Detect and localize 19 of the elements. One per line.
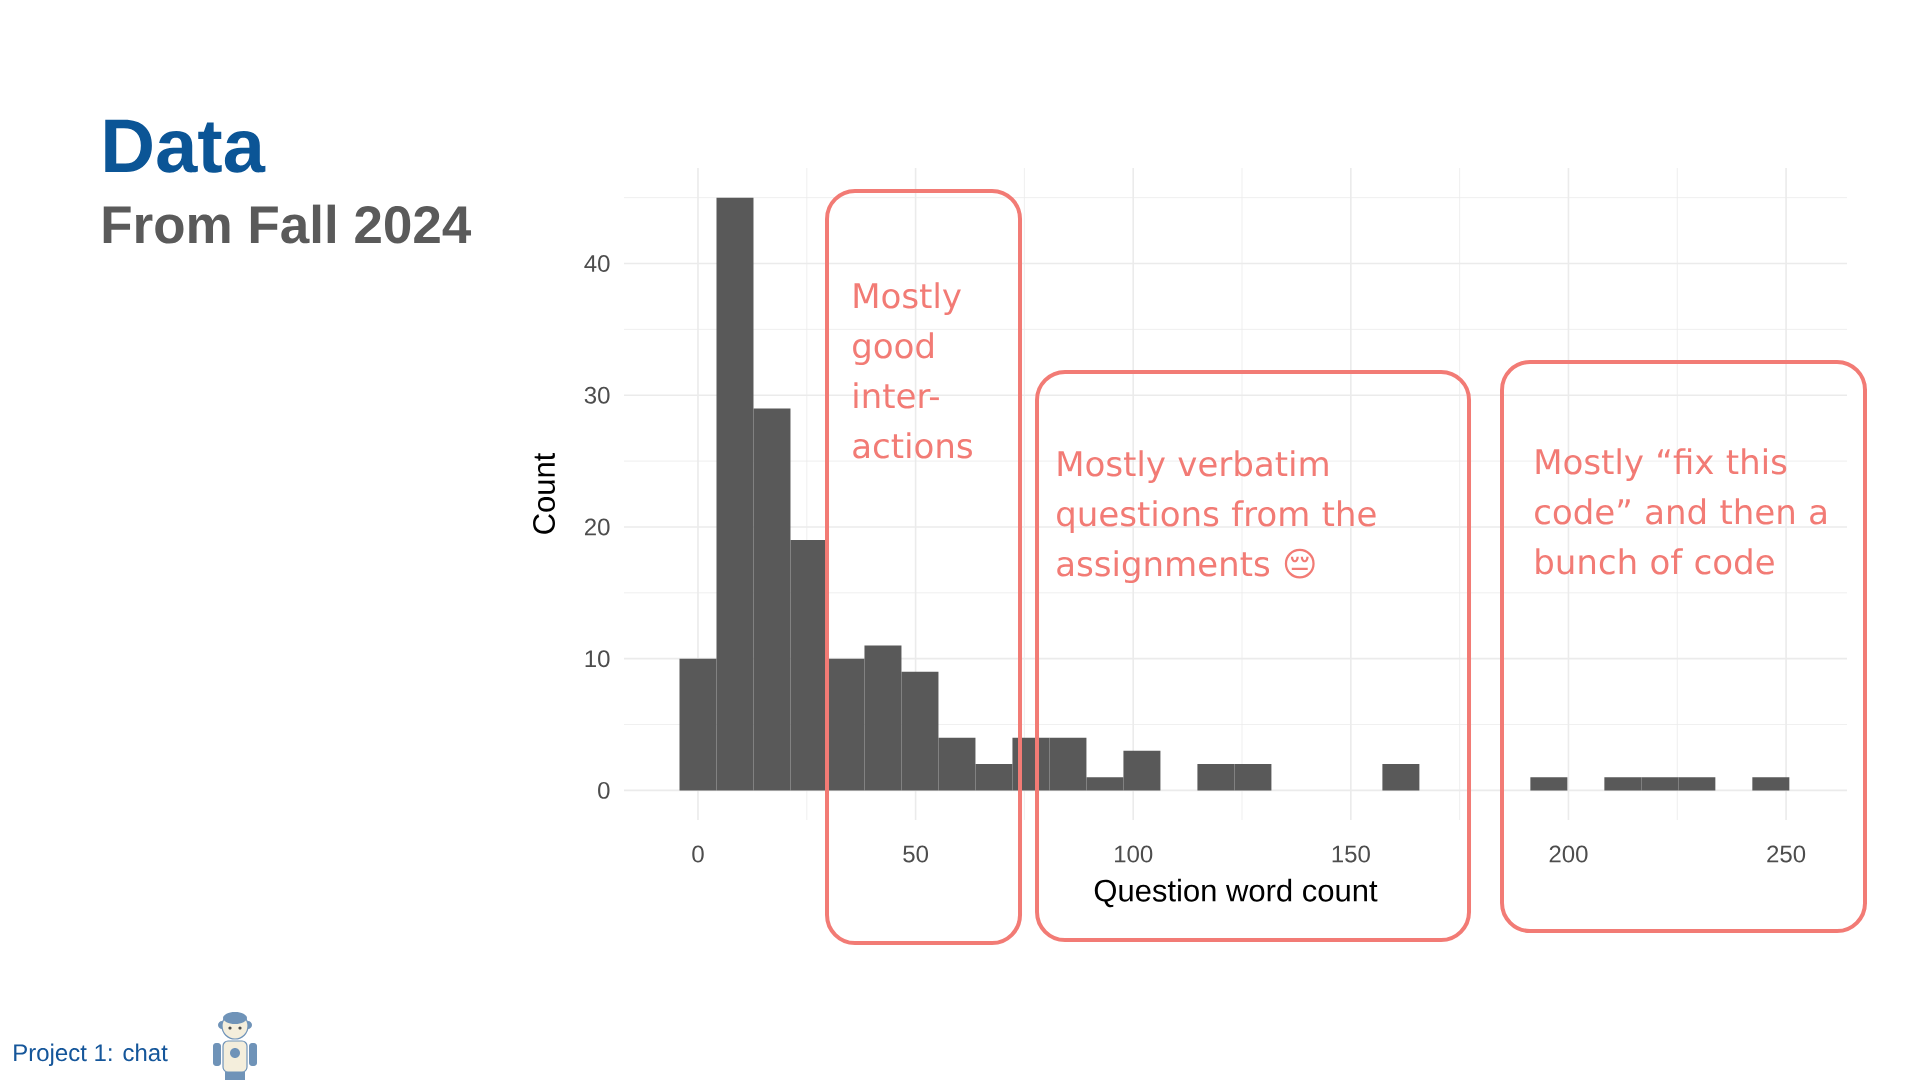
annotation: Mostly good inter-actions (853, 282, 972, 459)
y-tick-label: 40 (584, 255, 610, 272)
x-tick-label: 150 (1332, 845, 1370, 863)
annotation: Mostly verbatim questions from the assignments 😔 (1057, 450, 1376, 584)
y-axis-title: Count (533, 452, 555, 534)
y-tick-label: 20 (584, 518, 610, 536)
y-tick-label: 0 (598, 781, 610, 799)
x-tick-label: 250 (1767, 845, 1806, 863)
annotation: Mostly “fix this code” and then a bunch of code (1535, 448, 1826, 575)
x-tick-label: 50 (903, 845, 929, 863)
x-tick-label: 100 (1115, 845, 1153, 863)
x-tick-label: 0 (692, 845, 704, 863)
x-axis-title: Question word count (1094, 878, 1378, 908)
chart-title: Data (105, 119, 266, 173)
y-tick-label: 30 (584, 386, 610, 404)
y-tick-label: 10 (585, 650, 610, 668)
text: From Fall 2024 (103, 204, 472, 244)
text: Project 1: chat (14, 1043, 168, 1066)
x-tick-label: 200 (1549, 845, 1588, 863)
